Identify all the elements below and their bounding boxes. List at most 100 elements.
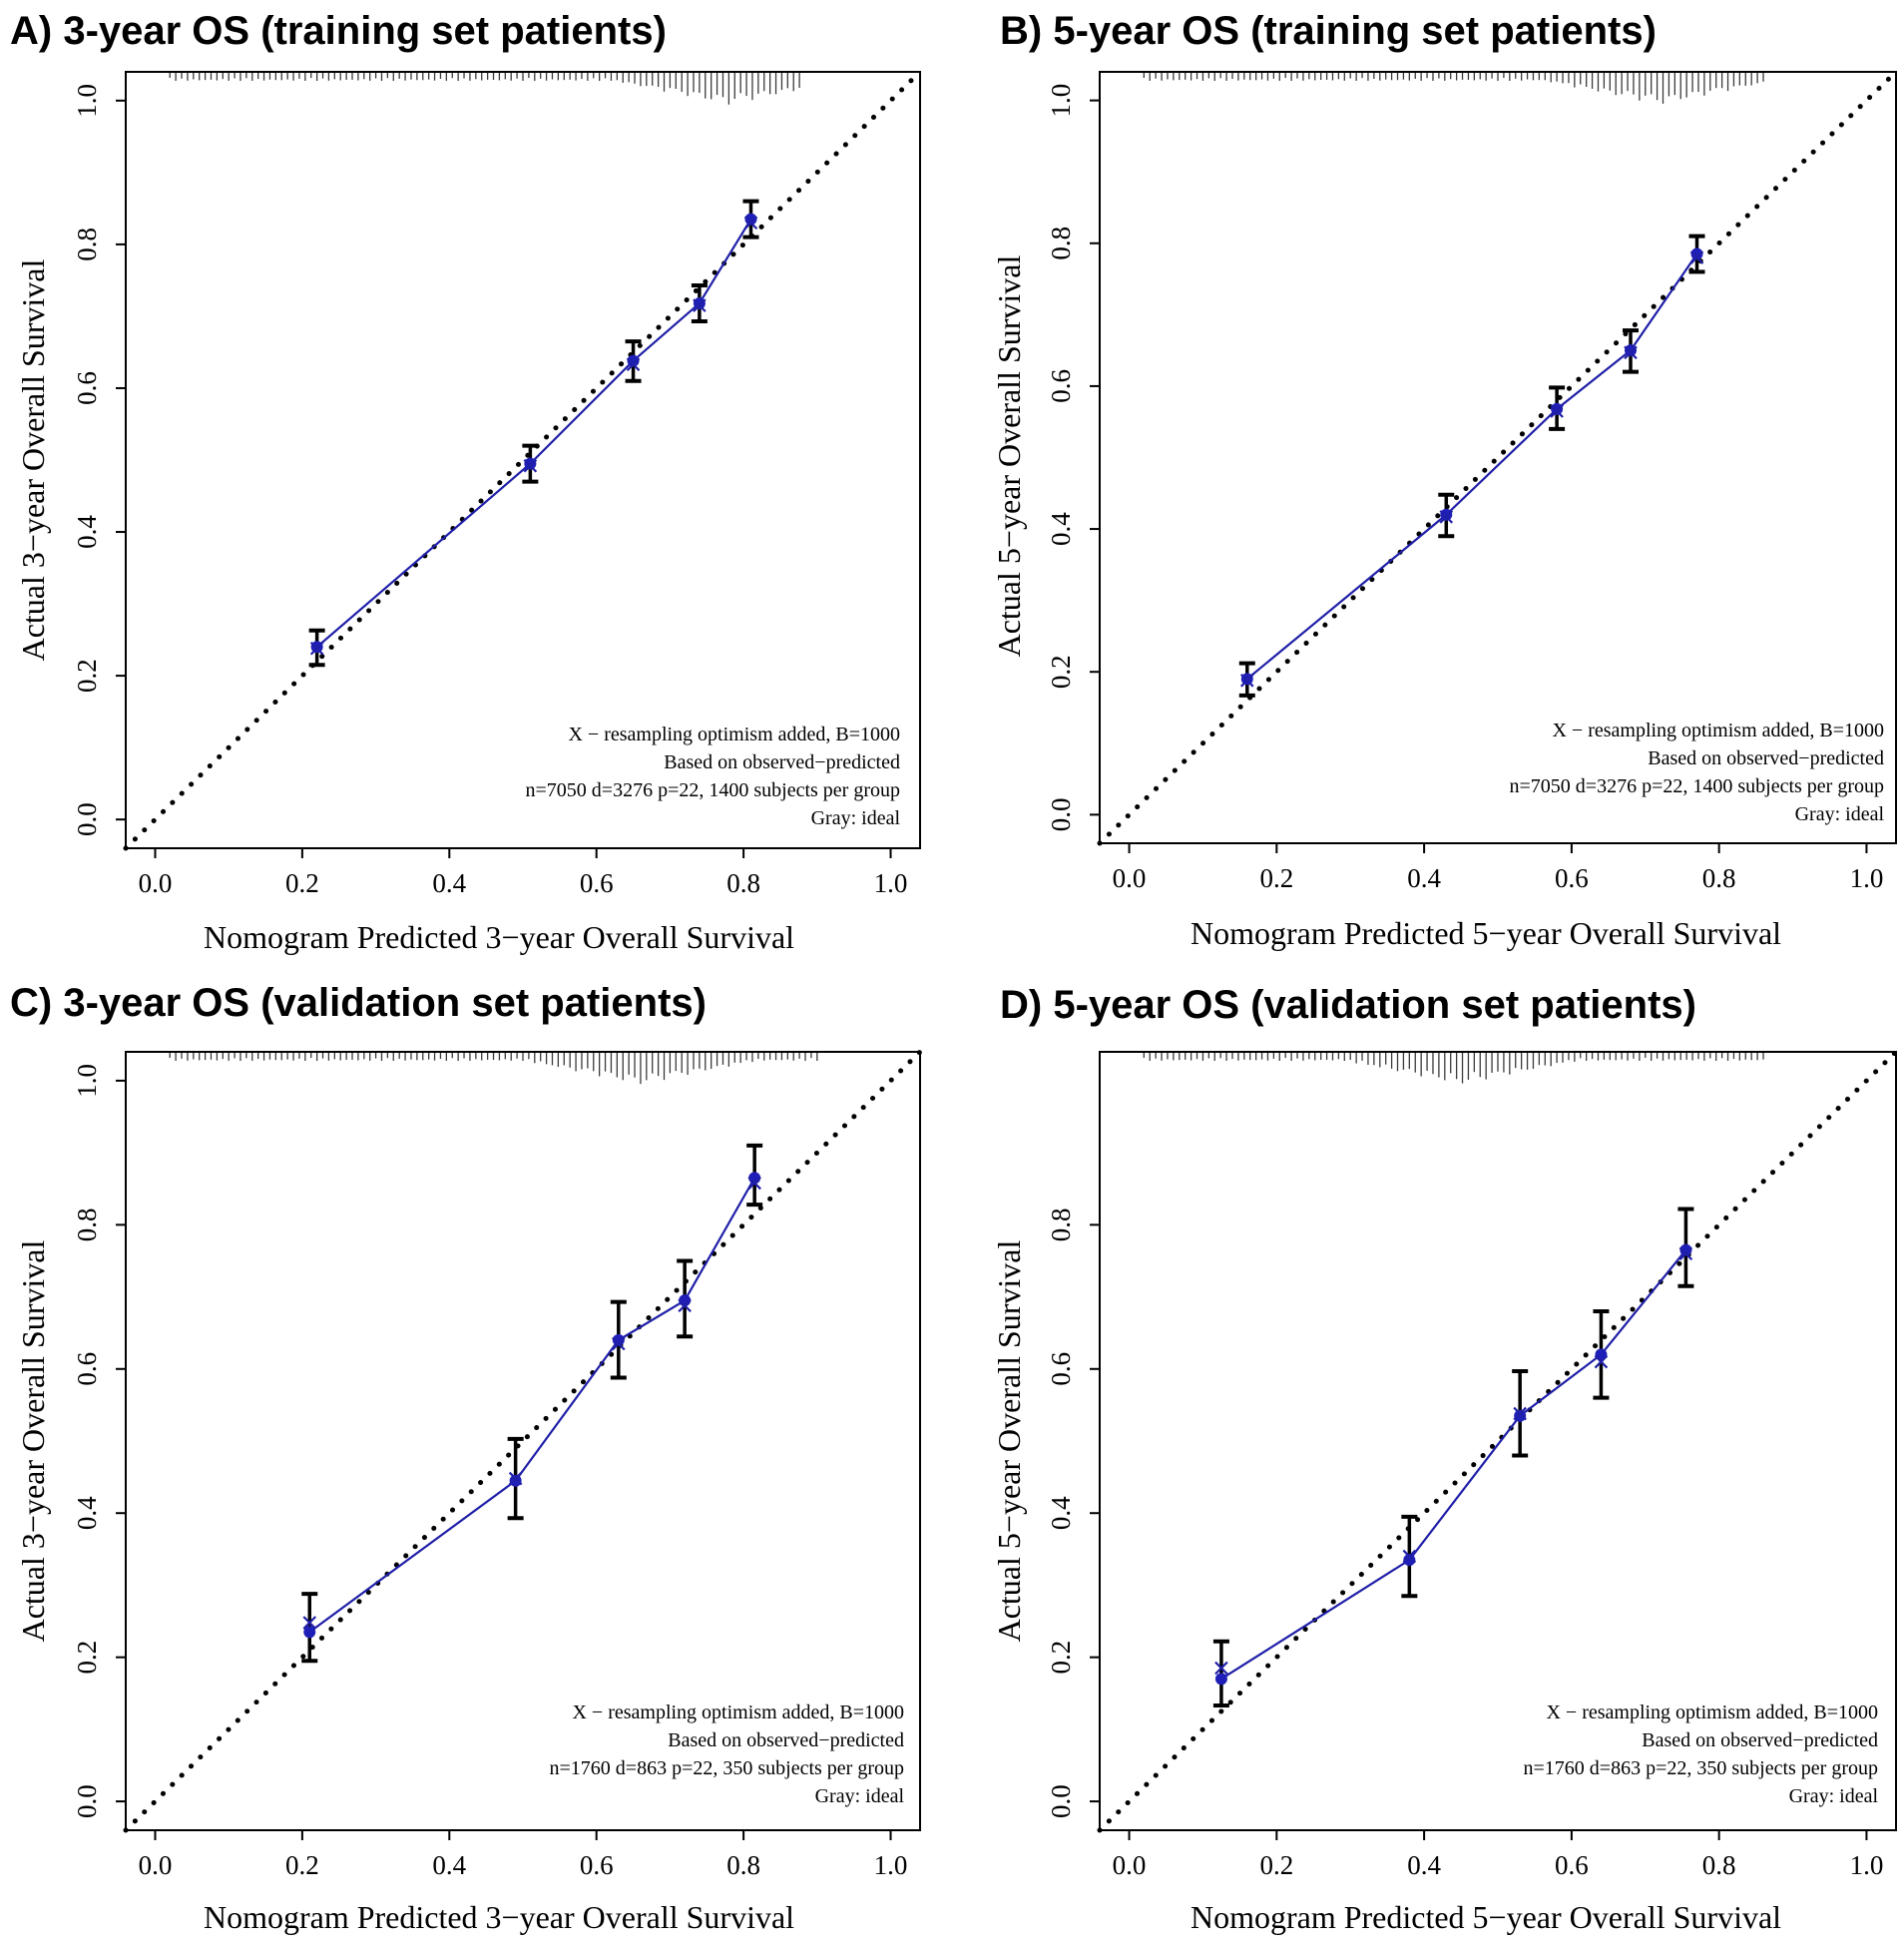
panel-c-axis-ticks <box>116 1079 892 1840</box>
panel-d-calibration-polyline <box>1220 1248 1687 1681</box>
panel-d-ideal-diagonal <box>1097 1049 1899 1833</box>
panel-b-ytick-4: 0.8 <box>1046 227 1076 260</box>
panel-d-point-2 <box>1514 1409 1527 1422</box>
panel-b-title: B) 5-year OS (training set patients) <box>1000 9 1657 53</box>
panel-c-legend-line-1: X − resampling optimism added, B=1000 <box>572 1702 904 1723</box>
panel-a-y-axis-label: Actual 3−year Overall Survival <box>15 258 51 661</box>
panel-a-rug <box>169 73 800 105</box>
panel-d-xtick-3: 0.6 <box>1555 1850 1589 1880</box>
panel-d-optimism-x-4 <box>1678 1246 1693 1260</box>
panel-d-title: D) 5-year OS (validation set patients) <box>1000 983 1696 1027</box>
panel-c-optimism-x-4 <box>747 1176 761 1191</box>
panel-a: A) 3-year OS (training set patients) 0.0… <box>10 9 923 955</box>
panel-b-ytick-0: 0.0 <box>1046 797 1076 831</box>
panel-a-xtick-4: 0.8 <box>726 868 760 898</box>
panel-b-optimism-marks <box>1240 250 1704 688</box>
panel-b-ytick-1: 0.2 <box>1046 655 1076 689</box>
panel-a-axis-ticks <box>116 99 892 858</box>
panel-c-xtick-4: 0.8 <box>726 1850 760 1880</box>
panel-a-point-4 <box>744 213 757 226</box>
panel-b-point-3 <box>1625 344 1637 357</box>
panel-b-ytick-3: 0.6 <box>1046 369 1076 403</box>
panel-a-ideal-line <box>123 69 923 851</box>
panel-c-points <box>303 1172 761 1639</box>
panel-d-optimism-x-2 <box>1513 1406 1527 1421</box>
panel-c-ytick-4: 0.8 <box>72 1208 102 1241</box>
panel-a-xtick-1: 0.2 <box>285 868 319 898</box>
panel-d-ideal-line <box>1097 1049 1899 1833</box>
panel-c-errorbars <box>301 1143 763 1664</box>
panel-b-xtick-0: 0.0 <box>1113 863 1147 893</box>
panel-c: C) 3-year OS (validation set patients) 0… <box>10 981 923 1935</box>
panel-b-axis-ticks <box>1090 99 1868 853</box>
panel-a-optimism-x-3 <box>693 298 707 312</box>
panel-c-point-0 <box>303 1626 316 1639</box>
panel-d-legend: X − resampling optimism added, B=1000 Ba… <box>1524 1702 1879 1807</box>
panel-d-axis-ticks <box>1090 1223 1868 1840</box>
panel-c-y-axis-label: Actual 3−year Overall Survival <box>15 1239 51 1642</box>
panel-a-ideal-diagonal <box>123 69 923 851</box>
panel-b-ytick-2: 0.4 <box>1046 512 1076 546</box>
panel-c-xtick-2: 0.4 <box>432 1850 466 1880</box>
panel-a-optimism-x-2 <box>626 357 641 371</box>
panel-b-xtick-2: 0.4 <box>1407 863 1441 893</box>
panel-a-errorbars <box>308 199 759 668</box>
panel-c-tick-labels: 0.0 0.2 0.4 0.6 0.8 1.0 0.0 0.2 0.4 0.6 … <box>72 1064 907 1880</box>
panel-a-points <box>310 213 757 654</box>
panel-b-ideal-diagonal <box>1097 69 1899 846</box>
panel-b-optimism-x-4 <box>1689 250 1704 264</box>
panel-b-ideal-line <box>1097 69 1899 846</box>
panel-b-optimism-x-0 <box>1240 674 1254 688</box>
panel-d-point-0 <box>1214 1673 1227 1686</box>
panel-d-xtick-0: 0.0 <box>1113 1850 1147 1880</box>
panel-b-plot-frame <box>1099 71 1897 844</box>
panel-c-legend: X − resampling optimism added, B=1000 Ba… <box>550 1702 905 1807</box>
panel-b-xtick-3: 0.6 <box>1555 863 1589 893</box>
panel-a-point-3 <box>693 296 706 309</box>
panel-c-legend-line-2: Based on observed−predicted <box>668 1729 904 1751</box>
panel-d-optimism-x-1 <box>1402 1549 1417 1564</box>
panel-b-optimism-x-2 <box>1550 404 1564 418</box>
panel-a-title: A) 3-year OS (training set patients) <box>10 9 667 53</box>
panel-d-ytick-4: 0.8 <box>1046 1208 1076 1241</box>
panel-b-xtick-4: 0.8 <box>1702 863 1736 893</box>
panel-c-optimism-x-1 <box>508 1471 523 1486</box>
panel-b-xtick-5: 1.0 <box>1850 863 1884 893</box>
panel-c-ytick-5: 1.0 <box>72 1064 102 1098</box>
panel-a-ytick-1: 0.2 <box>72 659 102 693</box>
panel-c-optimism-x-3 <box>678 1298 692 1312</box>
panel-c-optimism-x-0 <box>302 1616 317 1630</box>
panel-a-legend-line-1: X − resampling optimism added, B=1000 <box>568 724 900 745</box>
panel-b-point-2 <box>1551 402 1564 415</box>
panel-b-xtick-1: 0.2 <box>1259 863 1293 893</box>
panel-b-errorbars <box>1238 234 1705 698</box>
panel-c-xtick-1: 0.2 <box>285 1850 319 1880</box>
panel-d-xtick-1: 0.2 <box>1259 1850 1293 1880</box>
panel-b-points <box>1240 247 1703 686</box>
panel-c-point-2 <box>612 1333 625 1346</box>
panel-c-calibration-line <box>308 1177 756 1634</box>
panel-c-title: C) 3-year OS (validation set patients) <box>10 981 707 1025</box>
panel-b-legend-line-1: X − resampling optimism added, B=1000 <box>1552 720 1884 741</box>
panel-a-calibration-line <box>315 219 752 649</box>
panel-b-legend-line-4: Gray: ideal <box>1795 803 1885 825</box>
panel-a-ytick-4: 0.8 <box>72 228 102 261</box>
panel-c-xtick-5: 1.0 <box>874 1850 908 1880</box>
panel-c-ideal-diagonal <box>123 1049 923 1833</box>
panel-d-ytick-2: 0.4 <box>1046 1496 1076 1530</box>
panel-a-optimism-x-4 <box>743 216 758 231</box>
panel-d-legend-line-1: X − resampling optimism added, B=1000 <box>1546 1702 1878 1723</box>
panel-d-ytick-0: 0.0 <box>1046 1784 1076 1818</box>
panel-d-point-1 <box>1403 1554 1416 1567</box>
panel-c-xtick-0: 0.0 <box>139 1850 173 1880</box>
panel-b-point-1 <box>1440 508 1453 521</box>
panel-d-ytick-3: 0.6 <box>1046 1352 1076 1386</box>
panel-a-xtick-3: 0.6 <box>580 868 614 898</box>
panel-a-plot-frame <box>125 71 921 849</box>
panel-a-xtick-0: 0.0 <box>139 868 173 898</box>
panel-a-calibration-polyline <box>315 219 752 649</box>
panel-c-plot-frame <box>125 1051 921 1831</box>
panel-d-legend-line-3: n=1760 d=863 p=22, 350 subjects per grou… <box>1524 1757 1878 1779</box>
panel-d-plot-frame <box>1099 1051 1897 1831</box>
